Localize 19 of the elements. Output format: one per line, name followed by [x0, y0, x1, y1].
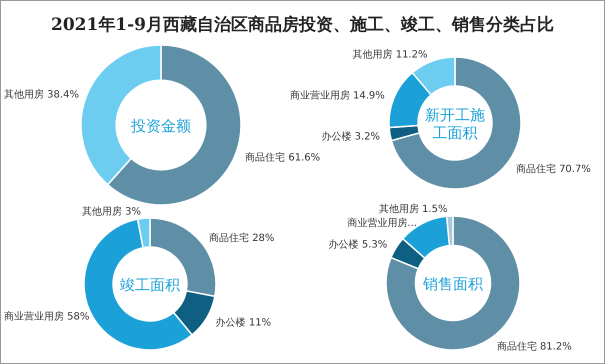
- slice-label: 办公楼 3.2%: [321, 130, 380, 142]
- slice-label: 办公楼 11%: [216, 316, 272, 329]
- text: 2021年1-9月西藏自治区商品房投资、施工、竣工、销售分类占比: [50, 15, 554, 35]
- slice-label: 商品住宅 70.7%: [516, 162, 591, 175]
- slice-label: 其他用房 38.4%: [4, 88, 79, 101]
- slice-label: 商业营业用房 58%: [4, 310, 90, 323]
- text: 竣工面积: [120, 276, 180, 294]
- slice-label: 办公楼 5.3%: [328, 238, 388, 250]
- text: 新开工施工面积: [425, 106, 485, 142]
- text: 销售面积: [422, 275, 483, 293]
- text: 投资金额: [130, 117, 191, 135]
- slice-label: 其他用房 3%: [82, 205, 142, 218]
- slice-label: 商业营业用房 14.9%: [290, 89, 385, 102]
- slice-label: 商业营业用房...: [347, 217, 417, 230]
- slice-label: 商品住宅 81.2%: [496, 340, 572, 352]
- slice-label: 商品住宅 28%: [209, 232, 274, 244]
- slice-label: 商品住宅 61.6%: [245, 151, 320, 164]
- slice-label: 其他用房 1.5%: [378, 203, 448, 216]
- slice-label: 其他用房 11.2%: [352, 48, 428, 61]
